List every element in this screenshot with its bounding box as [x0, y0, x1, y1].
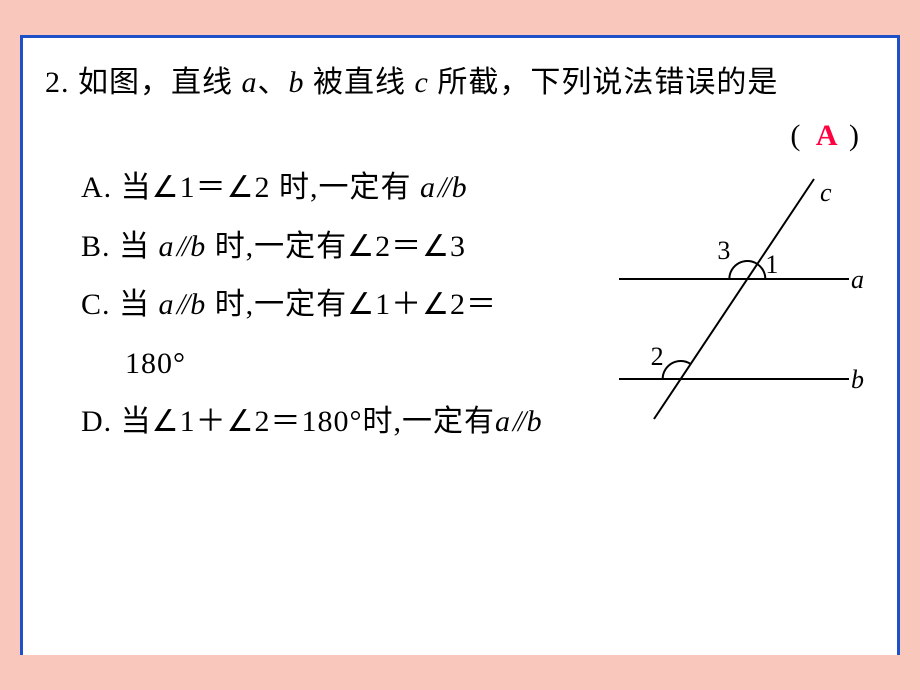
opt-c-vb: b [190, 288, 206, 321]
svg-text:3: 3 [717, 236, 730, 265]
stem-post: 所截，下列说法错误的是 [429, 66, 779, 99]
opt-d-va: a [495, 405, 511, 438]
opt-b-m1: ∠2＝∠3 [347, 230, 466, 263]
option-c: C. 当 a//b 时,一定有∠1＋∠2＝ [81, 276, 599, 335]
opt-a-label: A. [81, 171, 121, 204]
paren-open: ( [790, 119, 804, 152]
paren-close: ) [849, 119, 863, 152]
answer-row: ( A ) [45, 119, 869, 153]
svg-text:1: 1 [765, 250, 778, 279]
answer-letter: A [816, 119, 838, 152]
sep1: 、 [258, 66, 289, 99]
opt-a-va: a [420, 171, 436, 204]
question-stem: 2. 如图，直线 a、b 被直线 c 所截，下列说法错误的是 [45, 60, 869, 105]
diagram-svg: c a b 1 3 2 [599, 169, 869, 429]
var-b: b [289, 66, 305, 99]
content-row: A. 当∠1＝∠2 时,一定有 a//b B. 当 a//b 时,一定有∠2＝∠… [45, 159, 869, 452]
var-a: a [242, 66, 258, 99]
opt-c-label: C. [81, 288, 119, 321]
opt-a-vb: b [452, 171, 468, 204]
opt-d-t1: 当 [121, 405, 152, 438]
opt-d-vb: b [527, 405, 543, 438]
geometry-diagram: c a b 1 3 2 [599, 159, 869, 452]
stem-pre: 如图，直线 [78, 66, 242, 99]
opt-b-t2: 时,一定有 [206, 230, 347, 263]
opt-c-t2: 时,一定有 [206, 288, 347, 321]
opt-c-va: a [159, 288, 175, 321]
question-card: 2. 如图，直线 a、b 被直线 c 所截，下列说法错误的是 ( A ) A. … [20, 35, 900, 655]
opt-d-label: D. [81, 405, 121, 438]
opt-c-t1: 当 [119, 288, 159, 321]
option-b: B. 当 a//b 时,一定有∠2＝∠3 [81, 218, 599, 277]
opt-c-m1: ∠1＋∠2＝ [347, 288, 497, 321]
opt-b-vb: b [190, 230, 206, 263]
svg-text:b: b [851, 365, 864, 394]
opt-d-t2: 时,一定有 [362, 405, 495, 438]
opt-a-t2: 时,一定有 [270, 171, 420, 204]
opt-d-m1: ∠1＋∠2＝180° [152, 405, 363, 438]
options-block: A. 当∠1＝∠2 时,一定有 a//b B. 当 a//b 时,一定有∠2＝∠… [45, 159, 599, 452]
opt-b-label: B. [81, 230, 119, 263]
option-c-line2: 180° [81, 335, 599, 394]
svg-text:2: 2 [651, 342, 664, 371]
opt-a-t1: 当 [121, 171, 152, 204]
option-d: D. 当∠1＋∠2＝180°时,一定有a//b [81, 393, 599, 452]
svg-text:c: c [820, 178, 832, 207]
opt-a-m1: ∠1＝∠2 [152, 171, 271, 204]
opt-c-180: 180° [125, 347, 186, 380]
opt-b-t1: 当 [119, 230, 159, 263]
var-c: c [415, 66, 429, 99]
question-number: 2. [45, 66, 70, 99]
stem-mid: 被直线 [305, 66, 415, 99]
opt-b-va: a [159, 230, 175, 263]
svg-text:a: a [851, 265, 864, 294]
option-a: A. 当∠1＝∠2 时,一定有 a//b [81, 159, 599, 218]
